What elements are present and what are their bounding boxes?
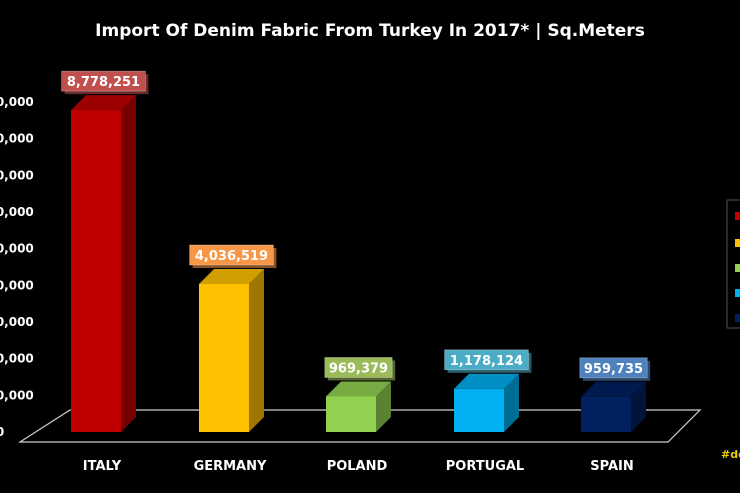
bar-front xyxy=(326,396,376,432)
y-tick-label: 9,000,000 xyxy=(0,95,34,109)
data-label-box xyxy=(324,357,393,378)
bars-group: 8,778,251 4,036,519 969,379 1,178,124 959,73… xyxy=(61,70,651,432)
bar-top xyxy=(581,381,646,397)
bar-side xyxy=(376,381,391,432)
data-label-value: 959,735 xyxy=(584,362,643,377)
data-label-box xyxy=(61,70,146,92)
corner-tag: #de xyxy=(721,448,740,461)
y-tick-label: 2,000,000 xyxy=(0,352,34,366)
data-label-value: 8,778,251 xyxy=(67,75,140,90)
legend-swatch xyxy=(735,314,740,322)
bar-top xyxy=(454,373,519,389)
data-label-germany: 4,036,519 xyxy=(189,244,277,268)
data-label-italy: 8,778,251 xyxy=(61,70,149,95)
y-tick-label: 4,000,000 xyxy=(0,278,34,292)
bar-germany xyxy=(199,268,264,432)
legend-swatch xyxy=(735,289,740,297)
data-label-value: 969,379 xyxy=(329,361,388,376)
y-axis-ticks: 0 1,000,000 2,000,000 3,000,000 4,000,000 5,0… xyxy=(0,95,34,439)
legend-swatch xyxy=(735,239,740,247)
data-label-spain: 959,735 xyxy=(579,357,651,381)
y-tick-label: 3,000,000 xyxy=(0,315,34,329)
x-category-label: SPAIN xyxy=(590,459,633,474)
y-tick-label: 7,000,000 xyxy=(0,168,34,182)
x-category-label: POLAND xyxy=(327,459,388,474)
y-tick-label: 0 xyxy=(0,425,4,439)
bar-side xyxy=(504,373,519,432)
chart-title: Import Of Denim Fabric From Turkey In 20… xyxy=(95,21,645,41)
x-category-label: GERMANY xyxy=(194,459,267,474)
bar-front xyxy=(199,283,249,432)
bar-front xyxy=(581,396,631,432)
y-tick-label: 8,000,000 xyxy=(0,132,34,146)
legend-swatch xyxy=(735,264,740,272)
bar-italy xyxy=(71,95,136,432)
data-label-box xyxy=(579,357,648,379)
x-axis-labels: ITALY GERMANY POLAND PORTUGAL SPAIN xyxy=(83,459,634,474)
y-tick-label: 1,000,000 xyxy=(0,388,34,402)
data-label-value: 4,036,519 xyxy=(195,249,268,264)
legend-frame xyxy=(726,199,740,329)
bar-portugal xyxy=(454,373,519,432)
data-label-poland: 969,379 xyxy=(324,357,396,381)
data-label-portugal: 1,178,124 xyxy=(444,349,532,373)
bar-side xyxy=(121,95,136,432)
x-category-label: PORTUGAL xyxy=(446,459,524,474)
bar-side xyxy=(631,381,646,432)
legend-swatch xyxy=(735,212,740,220)
y-tick-label: 5,000,000 xyxy=(0,242,34,256)
bar-front xyxy=(454,388,504,432)
data-label-value: 1,178,124 xyxy=(450,354,523,369)
y-tick-label: 6,000,000 xyxy=(0,205,34,219)
bar-top xyxy=(71,95,136,111)
bar-spain xyxy=(581,381,646,432)
bar-top xyxy=(326,381,391,397)
legend xyxy=(726,199,740,329)
x-category-label: ITALY xyxy=(83,459,122,474)
bar-side xyxy=(249,268,264,432)
bar-poland xyxy=(326,381,391,432)
data-label-box xyxy=(189,244,274,266)
bar-front xyxy=(71,110,121,432)
bar-top xyxy=(199,268,264,284)
data-label-box xyxy=(444,349,529,371)
